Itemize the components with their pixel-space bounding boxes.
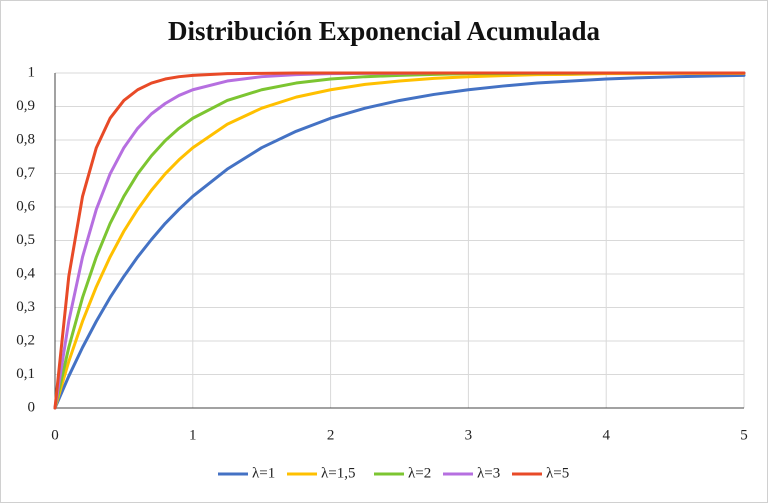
- y-tick-label: 0,8: [16, 131, 35, 147]
- legend-label: λ=3: [477, 465, 500, 481]
- y-tick-label: 0,9: [16, 98, 35, 114]
- data-line: [53, 71, 746, 410]
- legend-label: λ=5: [546, 465, 569, 481]
- x-tick-label: 2: [327, 427, 335, 443]
- y-tick-label: 1: [28, 64, 36, 80]
- legend-label: λ=1,5: [321, 465, 355, 481]
- x-tick-label: 3: [465, 427, 473, 443]
- y-tick-label: 0: [28, 399, 36, 415]
- y-tick-label: 0,6: [16, 198, 35, 214]
- x-tick-label: 1: [189, 427, 197, 443]
- legend-label: λ=2: [408, 465, 431, 481]
- y-tick-label: 0,2: [16, 332, 35, 348]
- data-line: [53, 73, 746, 410]
- y-tick-label: 0,3: [16, 299, 35, 315]
- chart-title: Distribución Exponencial Acumulada: [168, 16, 601, 46]
- y-tick-label: 0,1: [16, 366, 35, 382]
- y-tick-label: 0,4: [16, 265, 35, 281]
- y-tick-label: 0,5: [16, 232, 35, 248]
- x-tick-label: 0: [51, 427, 59, 443]
- x-tick-label: 4: [602, 427, 610, 443]
- y-tick-label: 0,7: [16, 165, 35, 181]
- x-tick-label: 5: [740, 427, 748, 443]
- legend-label: λ=1: [252, 465, 275, 481]
